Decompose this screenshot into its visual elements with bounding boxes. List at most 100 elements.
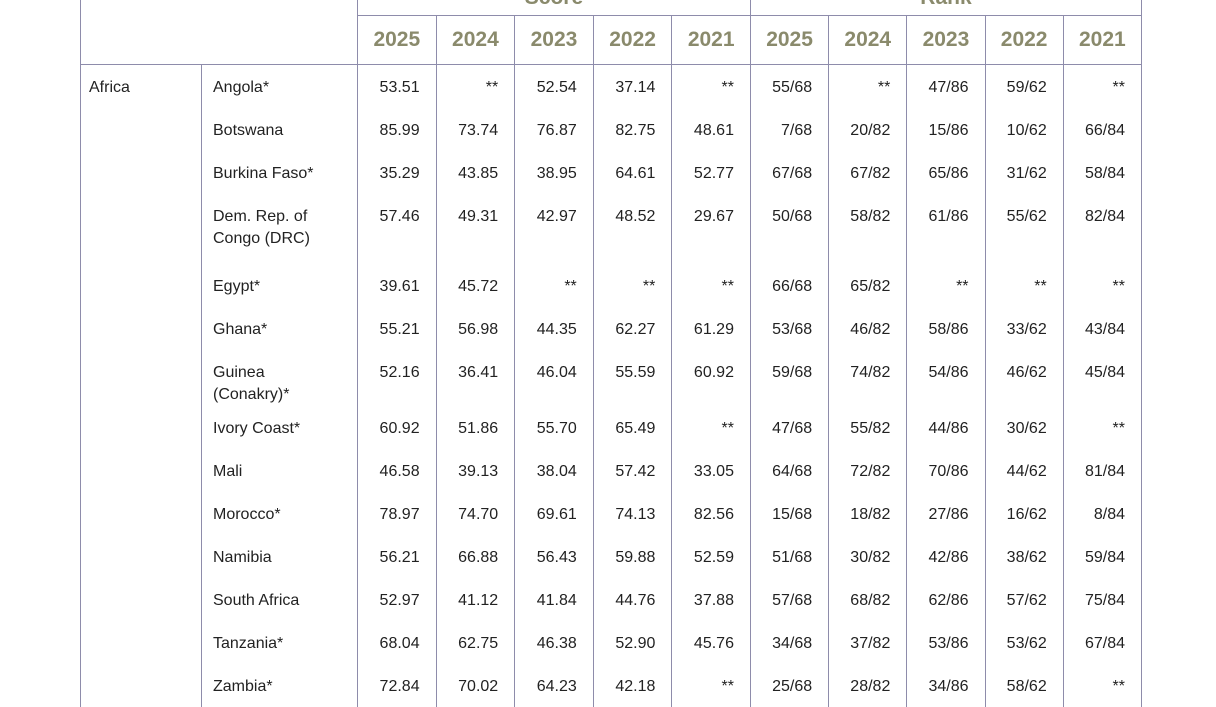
score-cell: ** bbox=[436, 65, 515, 109]
country-name: Morocco* bbox=[213, 504, 341, 526]
rank-cell: 50/68 bbox=[750, 194, 828, 264]
country-name: Dem. Rep. of Congo (DRC) bbox=[213, 206, 341, 250]
score-cell: 55.70 bbox=[515, 406, 594, 449]
score-cell: ** bbox=[672, 264, 751, 307]
year-header: 2023 bbox=[515, 16, 594, 65]
score-cell: 29.67 bbox=[672, 194, 751, 264]
score-cell: ** bbox=[672, 664, 751, 707]
rank-cell: 37/82 bbox=[829, 621, 907, 664]
rank-cell: 43/84 bbox=[1063, 307, 1141, 350]
score-cell: 76.87 bbox=[515, 108, 594, 151]
score-cell: 49.31 bbox=[436, 194, 515, 264]
score-cell: 48.52 bbox=[593, 194, 672, 264]
rank-cell: 53/62 bbox=[985, 621, 1063, 664]
rank-cell: 18/82 bbox=[829, 492, 907, 535]
country-cell: Tanzania* bbox=[202, 621, 358, 664]
score-cell: 46.04 bbox=[515, 350, 594, 406]
rank-cell: 33/62 bbox=[985, 307, 1063, 350]
rank-cell: 10/62 bbox=[985, 108, 1063, 151]
country-cell: Guinea (Conakry)* bbox=[202, 350, 358, 406]
score-cell: 33.05 bbox=[672, 449, 751, 492]
score-cell: 57.42 bbox=[593, 449, 672, 492]
score-cell: 48.61 bbox=[672, 108, 751, 151]
country-name: Tanzania* bbox=[213, 633, 341, 655]
country-name: Angola* bbox=[213, 77, 341, 99]
year-header: 2024 bbox=[829, 16, 907, 65]
score-cell: 55.21 bbox=[358, 307, 437, 350]
score-cell: 52.54 bbox=[515, 65, 594, 109]
rank-cell: 55/68 bbox=[750, 65, 828, 109]
data-table: Score Rank 20252024202320222021202520242… bbox=[80, 0, 1142, 707]
year-header: 2022 bbox=[985, 16, 1063, 65]
rank-cell: 55/82 bbox=[829, 406, 907, 449]
rank-cell: 59/68 bbox=[750, 350, 828, 406]
rank-cell: 64/68 bbox=[750, 449, 828, 492]
blank-header bbox=[81, 0, 358, 65]
country-cell: Dem. Rep. of Congo (DRC) bbox=[202, 194, 358, 264]
rank-cell: 15/86 bbox=[907, 108, 985, 151]
rank-cell: 30/82 bbox=[829, 535, 907, 578]
country-cell: Zambia* bbox=[202, 664, 358, 707]
rank-cell: 59/84 bbox=[1063, 535, 1141, 578]
rank-cell: 53/86 bbox=[907, 621, 985, 664]
country-cell: Egypt* bbox=[202, 264, 358, 307]
rank-cell: 7/68 bbox=[750, 108, 828, 151]
rank-cell: 70/86 bbox=[907, 449, 985, 492]
score-cell: 41.84 bbox=[515, 578, 594, 621]
rank-cell: 74/82 bbox=[829, 350, 907, 406]
rank-cell: 57/62 bbox=[985, 578, 1063, 621]
score-cell: 56.21 bbox=[358, 535, 437, 578]
rank-cell: ** bbox=[985, 264, 1063, 307]
rank-cell: 51/68 bbox=[750, 535, 828, 578]
score-cell: 62.75 bbox=[436, 621, 515, 664]
rank-cell: 67/82 bbox=[829, 151, 907, 194]
header-row: Score Rank bbox=[81, 0, 1142, 16]
country-cell: Ivory Coast* bbox=[202, 406, 358, 449]
score-cell: 37.88 bbox=[672, 578, 751, 621]
score-cell: 60.92 bbox=[358, 406, 437, 449]
year-header: 2021 bbox=[1063, 16, 1141, 65]
score-cell: 64.61 bbox=[593, 151, 672, 194]
rank-cell: 59/62 bbox=[985, 65, 1063, 109]
rank-cell: 65/86 bbox=[907, 151, 985, 194]
rank-cell: 44/86 bbox=[907, 406, 985, 449]
score-cell: 64.23 bbox=[515, 664, 594, 707]
country-cell: Ghana* bbox=[202, 307, 358, 350]
year-header: 2022 bbox=[593, 16, 672, 65]
rank-cell: 62/86 bbox=[907, 578, 985, 621]
rank-cell: ** bbox=[1063, 406, 1141, 449]
rank-cell: 46/82 bbox=[829, 307, 907, 350]
score-cell: 55.59 bbox=[593, 350, 672, 406]
score-cell: 62.27 bbox=[593, 307, 672, 350]
score-cell: 68.04 bbox=[358, 621, 437, 664]
score-cell: 38.04 bbox=[515, 449, 594, 492]
score-cell: 59.88 bbox=[593, 535, 672, 578]
rank-cell: 44/62 bbox=[985, 449, 1063, 492]
score-cell: 51.86 bbox=[436, 406, 515, 449]
country-cell: Angola* bbox=[202, 65, 358, 109]
score-cell: 43.85 bbox=[436, 151, 515, 194]
rank-cell: 66/68 bbox=[750, 264, 828, 307]
rank-cell: 61/86 bbox=[907, 194, 985, 264]
rank-cell: 58/86 bbox=[907, 307, 985, 350]
rank-cell: 58/84 bbox=[1063, 151, 1141, 194]
rank-cell: 68/82 bbox=[829, 578, 907, 621]
rank-cell: 47/86 bbox=[907, 65, 985, 109]
score-cell: 52.16 bbox=[358, 350, 437, 406]
rank-cell: 27/86 bbox=[907, 492, 985, 535]
country-cell: Mali bbox=[202, 449, 358, 492]
score-header: Score bbox=[358, 0, 751, 16]
rank-cell: 58/62 bbox=[985, 664, 1063, 707]
rank-cell: 31/62 bbox=[985, 151, 1063, 194]
score-cell: 52.90 bbox=[593, 621, 672, 664]
country-name: Burkina Faso* bbox=[213, 163, 341, 185]
